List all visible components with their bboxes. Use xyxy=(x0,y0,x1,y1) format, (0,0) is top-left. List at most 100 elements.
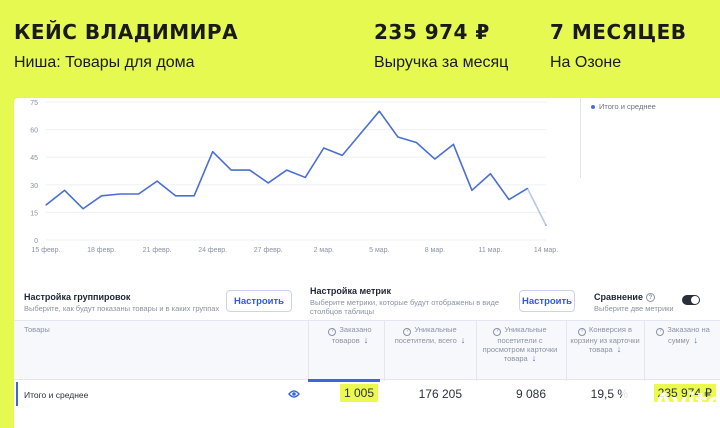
compare-desc: Выберите две метрики xyxy=(594,304,674,314)
sum-value: 235 974 ₽ xyxy=(653,384,716,402)
compare-title: Сравнение xyxy=(594,292,643,302)
revenue-block: 235 974 ₽ Выручка за месяц xyxy=(374,20,508,72)
cell-sum: 235 974 ₽ xyxy=(646,384,716,402)
x-tick-label: 11 мар. xyxy=(479,247,503,254)
row-indicator xyxy=(16,382,18,406)
period-block: 7 МЕСЯЦЕВ На Озоне xyxy=(550,20,686,72)
data-point xyxy=(508,198,510,201)
legend-dot-icon xyxy=(591,104,595,109)
avito-logo-icon xyxy=(622,386,650,413)
x-tick-label: 14 мар. xyxy=(534,247,558,254)
sort-arrow-icon[interactable]: ↓ xyxy=(363,334,369,345)
help-icon[interactable]: ? xyxy=(493,327,502,336)
help-icon[interactable]: ? xyxy=(645,293,655,303)
sort-arrow-icon[interactable]: ↓ xyxy=(693,334,699,345)
metrics-table: Товары ? Заказано товаров ↓ ? Уникальные по… xyxy=(14,320,720,428)
compare-toggle[interactable] xyxy=(682,295,700,305)
column-divider xyxy=(566,321,567,381)
case-title: КЕЙС ВЛАДИМИРА xyxy=(14,20,239,44)
sort-arrow-icon[interactable]: ↓ xyxy=(460,334,466,345)
revenue-label: Выручка за месяц xyxy=(374,54,509,71)
title-block: КЕЙС ВЛАДИМИРА Ниша: Товары для дома xyxy=(14,20,238,72)
table-header: Товары ? Заказано товаров ↓ ? Уникальные по… xyxy=(14,320,720,382)
col-card-visitors-label: Уникальные посетители с просмотром карто… xyxy=(482,325,558,363)
analytics-panel: 0 15 30 45 60 75 15 февр. 18 февр. 21 февр. 24 фе… xyxy=(14,98,720,428)
chart-legend: Итого и среднее xyxy=(580,98,720,178)
y-tick-label: 60 xyxy=(30,128,38,135)
y-tick-label: 0 xyxy=(34,238,38,245)
data-point xyxy=(323,147,325,149)
data-point xyxy=(137,193,140,195)
cell-card-visitors: 9 086 xyxy=(515,387,546,401)
sort-arrow-icon[interactable]: ↓ xyxy=(531,352,537,363)
eye-icon[interactable] xyxy=(288,389,300,399)
active-column-indicator xyxy=(308,379,380,382)
legend-entry[interactable]: Итого и среднее xyxy=(591,102,710,111)
col-header-card-visitors[interactable]: ? Уникальные посетители с просмотром карт… xyxy=(480,325,560,363)
col-header-goods[interactable]: Товары xyxy=(24,325,50,334)
metrics-title: Настройка метрик xyxy=(310,286,391,296)
data-point xyxy=(156,180,158,182)
col-header-ordered[interactable]: ? Заказано товаров ↓ xyxy=(310,325,390,345)
col-header-sum[interactable]: ? Заказано на сумму ↓ xyxy=(648,325,718,345)
cell-conversion: 19,5 % xyxy=(590,387,628,401)
help-icon[interactable]: ? xyxy=(403,327,412,336)
data-point xyxy=(63,189,66,191)
data-point xyxy=(489,173,492,175)
line-chart: 0 15 30 45 60 75 15 февр. 18 февр. 21 февр. 24 фе… xyxy=(14,98,574,270)
data-point xyxy=(471,189,473,191)
grouping-title: Настройка группировок xyxy=(24,292,131,302)
cell-ordered: 1 005 xyxy=(334,384,378,402)
table-row[interactable]: Итого и среднее 1 005 176 205 9 086 19,5… xyxy=(14,382,720,406)
data-point xyxy=(360,132,362,134)
controls-bar: Настройка группировок Выберите, как буду… xyxy=(14,286,720,322)
data-point xyxy=(100,195,103,197)
metrics-configure-button[interactable]: Настроить xyxy=(519,290,575,312)
data-point xyxy=(267,182,269,184)
data-point xyxy=(82,208,84,210)
x-tick-label: 2 мар. xyxy=(314,247,334,254)
row-name: Итого и среднее xyxy=(24,390,89,400)
avito-text: Avito xyxy=(654,388,720,416)
help-icon[interactable]: ? xyxy=(328,327,337,336)
metrics-desc: Выберите метрики, которые будут отображе… xyxy=(310,298,500,316)
data-point xyxy=(397,136,399,138)
legend-label: Итого и среднее xyxy=(599,102,656,111)
grouping-configure-button[interactable]: Настроить xyxy=(226,290,292,312)
column-divider xyxy=(308,321,309,381)
data-point xyxy=(119,193,121,195)
col-visitors-label: Уникальные посетители, всего xyxy=(394,325,457,345)
revenue-value: 235 974 ₽ xyxy=(374,20,490,44)
data-point xyxy=(452,143,455,145)
cell-visitors: 176 205 xyxy=(418,387,462,401)
column-divider xyxy=(476,321,477,381)
grouping-desc: Выберите, как будут показаны товары и в … xyxy=(24,304,220,313)
avito-watermark: Avito xyxy=(618,382,720,422)
data-point xyxy=(212,151,214,153)
chart-svg: 0 15 30 45 60 75 15 февр. 18 февр. 21 февр. 24 фе… xyxy=(30,100,558,254)
y-tick-label: 75 xyxy=(30,100,38,107)
compare-title-row: Сравнение? xyxy=(594,292,720,303)
col-header-visitors[interactable]: ? Уникальные посетители, всего ↓ xyxy=(390,325,470,345)
niche-label: Ниша: Товары для дома xyxy=(14,54,195,71)
col-conversion-label: Конверсия в корзину из карточки товара xyxy=(570,325,640,354)
ordered-value: 1 005 xyxy=(339,384,378,402)
metrics-settings: Настройка метрик Выберите метрики, котор… xyxy=(310,286,510,316)
y-tick-label: 45 xyxy=(30,155,38,162)
y-tick-label: 15 xyxy=(30,210,38,217)
x-tick-label: 18 февр. xyxy=(87,247,116,254)
data-point xyxy=(378,110,380,112)
help-icon[interactable]: ? xyxy=(578,327,586,336)
data-point xyxy=(304,176,306,179)
grouping-settings: Настройка группировок Выберите, как буду… xyxy=(24,292,229,313)
period-value: 7 МЕСЯЦЕВ xyxy=(550,20,687,44)
sort-arrow-icon[interactable]: ↓ xyxy=(616,343,622,354)
x-tick-label: 24 февр. xyxy=(198,247,227,254)
y-tick-label: 30 xyxy=(30,183,38,190)
col-header-conversion[interactable]: ? Конверсия в корзину из карточки товара ↓ xyxy=(570,325,640,354)
help-icon[interactable]: ? xyxy=(656,327,665,336)
data-point xyxy=(249,169,251,171)
data-point xyxy=(175,195,177,197)
data-point xyxy=(415,141,417,144)
x-tick-label: 21 февр. xyxy=(143,247,172,254)
